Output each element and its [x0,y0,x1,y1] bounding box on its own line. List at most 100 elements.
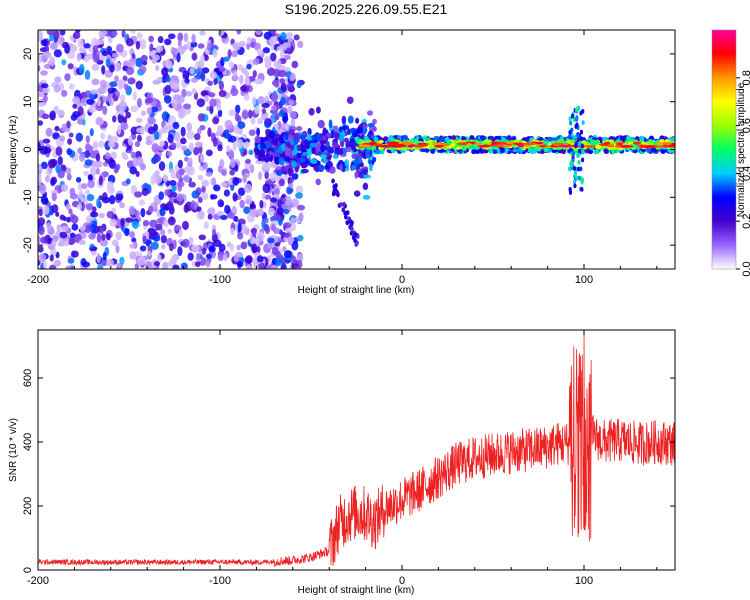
noise-blob [223,129,230,139]
noise-blob [252,96,257,106]
noise-blob [149,219,158,228]
band-peak-blob [474,142,482,146]
transition-blob [325,132,332,138]
colorbar-tick-label: 0.4 [741,166,750,181]
noise-blob [99,226,104,235]
noise-blob [283,222,292,229]
noise-blob [107,140,116,148]
noise-blob [38,235,41,245]
noise-blob [237,222,242,233]
colorbar-label: Normalized spectral amplitude [736,82,747,217]
tail-blob [339,202,343,208]
spike-blob [575,115,579,120]
noise-blob [162,174,169,183]
band-core-blob [623,141,629,146]
noise-blob [280,32,287,41]
noise-blob [40,39,48,47]
noise-blob [55,165,61,174]
band-blob [543,147,549,153]
transition-blob [367,122,375,128]
noise-blob [109,81,118,88]
spike-blob [568,130,572,135]
noise-blob [145,97,154,104]
noise-blob [254,78,262,85]
noise-blob [267,207,275,216]
transition-blob [293,146,298,152]
noise-blob [286,83,295,90]
noise-blob [153,235,161,242]
band-core-blob [609,141,616,146]
transition-blob [344,159,350,167]
transition-blob [345,146,352,153]
transition-blob [366,110,374,116]
noise-blob [167,133,174,144]
band-blob [375,149,381,155]
noise-blob [140,54,148,62]
noise-blob [59,214,66,221]
noise-blob [245,199,253,205]
noise-blob [231,74,239,82]
noise-blob [76,204,83,210]
snr-xtick-label: 100 [575,575,593,587]
noise-blob [66,173,72,181]
noise-blob [186,130,195,140]
noise-blob [275,258,282,267]
noise-blob [236,138,244,149]
noise-blob [119,94,126,103]
band-blob [383,136,389,142]
band-blob [547,136,553,142]
band-core-blob [590,142,596,146]
band-core-blob [594,139,600,144]
noise-blob [148,117,156,125]
noise-blob [125,178,131,185]
transition-blob [362,182,369,191]
noise-blob [193,133,201,141]
noise-blob [40,236,48,244]
noise-blob [298,212,304,222]
snr-line-group [38,333,675,568]
tail-blob [353,237,357,243]
spike-blob [580,143,584,149]
noise-blob [228,61,235,69]
transition-blob [307,127,312,136]
band-peak-blob [655,145,666,148]
transition-blob [369,162,373,172]
transition-blob [354,157,360,167]
noise-blob [177,94,185,104]
noise-blob [142,60,148,66]
transition-blob [293,133,301,141]
noise-blob [101,196,111,204]
noise-blob [203,221,209,229]
noise-blob [115,231,122,241]
noise-blob [135,170,140,178]
transition-blob [367,159,372,165]
noise-blob [172,121,180,130]
noise-blob [157,36,164,44]
noise-blob [85,135,91,143]
noise-blob [252,70,257,78]
noise-blob [209,71,218,80]
snr-ytick-label: 400 [22,433,34,451]
spike-blob [581,109,585,114]
noise-blob [124,228,130,237]
transition-blob [372,118,377,125]
noise-blob [200,152,205,163]
noise-blob [193,146,200,156]
band-peak-blob [523,142,537,146]
spike-blob [572,165,577,171]
noise-blob [38,54,43,64]
noise-blob [258,171,263,180]
noise-blob [57,109,65,117]
noise-blob [113,95,119,102]
noise-blob [86,98,95,105]
band-blob [639,136,645,142]
noise-blob [278,110,285,118]
noise-blob [163,219,169,228]
noise-blob [42,261,48,269]
noise-blob [71,250,79,258]
noise-blob [200,54,205,63]
noise-blob [272,68,281,78]
snr-xlabel: Height of straight line (km) [298,585,415,596]
noise-blob [164,38,172,46]
